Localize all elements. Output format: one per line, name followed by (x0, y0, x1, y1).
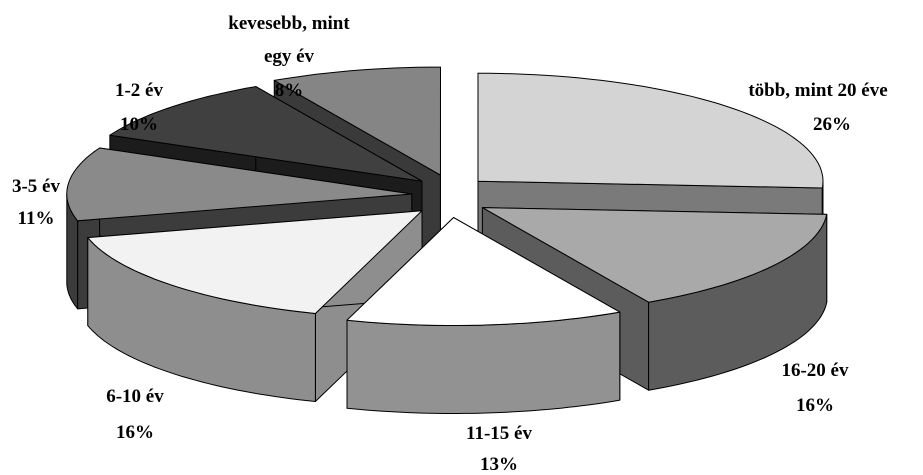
slice-label-lt1-line2: egy év (264, 46, 315, 67)
slice-pct-20-plus: 26% (813, 114, 851, 135)
slice-pct-lt1: 8% (275, 80, 304, 101)
slice-label-20-plus: több, mint 20 éve (748, 80, 887, 101)
slice-label-1-2: 1-2 év (115, 80, 164, 101)
pie-labels: több, mint 20 éve 26% 16-20 év 16% 11-15… (12, 13, 888, 475)
slice-outer-wall (346, 311, 621, 414)
slice-top (346, 217, 621, 326)
slice-label-16-20: 16-20 év (781, 360, 849, 381)
slice-top (66, 147, 413, 222)
slice-top (87, 210, 423, 314)
slice-label-6-10: 6-10 év (106, 386, 164, 407)
slice-pct-3-5: 11% (18, 208, 55, 229)
slice-top (481, 207, 828, 303)
slice-top (109, 86, 423, 182)
slice-pct-6-10: 16% (116, 422, 154, 443)
slice-pct-1-2: 10% (120, 114, 158, 135)
slice-label-lt1-line1: kevesebb, mint (228, 13, 350, 34)
pie-slices (66, 66, 828, 414)
slice-top (477, 72, 824, 189)
slice-pct-11-15: 13% (480, 454, 518, 475)
slice-label-3-5: 3-5 év (12, 176, 61, 197)
slice-2 (346, 217, 621, 414)
slice-label-11-15: 11-15 év (466, 423, 532, 444)
slice-3 (87, 210, 423, 402)
slice-top (273, 66, 441, 176)
slice-pct-16-20: 16% (796, 395, 834, 416)
